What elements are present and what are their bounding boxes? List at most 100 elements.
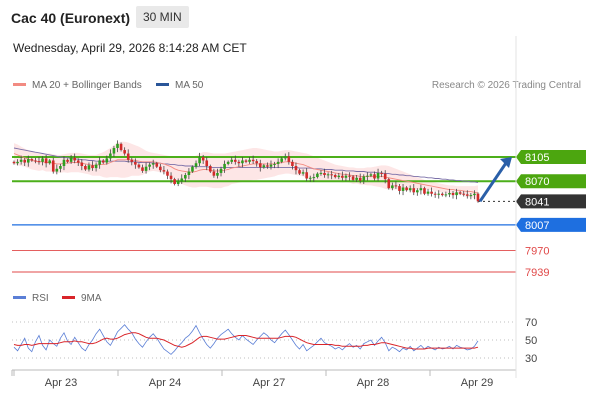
forecast-arrow-head [500, 157, 512, 168]
candle-body [455, 192, 458, 196]
candle-body [34, 160, 37, 162]
x-tick-label: Apr 24 [149, 377, 181, 389]
legend-ma50-label: MA 50 [175, 80, 204, 91]
candle-body [12, 161, 16, 164]
instrument-title: Cac 40 (Euronext) [11, 10, 131, 26]
legend-ma20-swatch [13, 82, 26, 86]
legend-ma20-label: MA 20 + Bollinger Bands [32, 80, 142, 91]
candle-body [109, 153, 112, 159]
candle-body [244, 160, 248, 162]
x-tick-label: Apr 23 [45, 377, 77, 389]
candle-body [276, 161, 280, 164]
forecast-arrow-shaft [478, 162, 508, 203]
candle-body [248, 159, 251, 162]
candle-body [48, 160, 51, 164]
timeframe-button[interactable]: 30 MIN [136, 6, 189, 28]
candle-body [212, 171, 216, 176]
candle-body [462, 193, 466, 195]
candle-body [312, 177, 316, 179]
legend-ma20: MA 20 + Bollinger Bands [13, 80, 142, 91]
rsi-line [13, 324, 479, 355]
ma20-line [13, 153, 479, 194]
legend-rsi: RSI [13, 293, 49, 304]
candle-body [130, 159, 134, 162]
candle-body [280, 158, 283, 162]
candles [12, 140, 480, 203]
candle-body [184, 175, 187, 179]
candle-body [237, 161, 241, 164]
candle-body [205, 160, 209, 167]
candle-body [84, 166, 87, 170]
candle-body [266, 165, 269, 167]
candle-body [116, 143, 119, 148]
candle-body [305, 172, 308, 179]
candle-body [366, 175, 369, 177]
candle-body [433, 193, 437, 195]
candle-body [166, 171, 169, 176]
candle-body [298, 170, 301, 174]
candle-body [226, 161, 230, 164]
candle-body [91, 165, 94, 169]
bollinger-band [14, 141, 478, 201]
candle-body [376, 172, 380, 179]
candle-body [283, 156, 287, 159]
candle-body [216, 172, 219, 176]
ma50-line [13, 147, 479, 184]
candle-body [198, 157, 201, 164]
candle-body [426, 191, 430, 194]
legend-ma50-swatch [156, 82, 169, 86]
legend-rsi-swatch [13, 295, 26, 299]
candle-body [351, 176, 355, 180]
candle-body [141, 167, 144, 171]
candle-body [151, 163, 155, 165]
candle-body [209, 166, 212, 172]
candle-body [59, 166, 62, 169]
candle-body [69, 157, 73, 162]
candle-body [219, 168, 223, 173]
level-label-7939: 7939 [525, 267, 549, 279]
candle-body [76, 160, 80, 163]
candle-body [316, 173, 319, 178]
candle-body [180, 178, 184, 182]
candle-body [30, 159, 34, 161]
candle-body [441, 193, 444, 196]
candle-body [301, 172, 305, 174]
candle-body [362, 176, 366, 181]
candle-body [233, 159, 237, 162]
candle-body [241, 160, 244, 164]
candle-body [55, 168, 59, 172]
level-tag-8041 [516, 194, 586, 209]
candle-body [101, 160, 105, 163]
candle-body [176, 181, 180, 185]
candle-body [66, 159, 69, 162]
candle-body [169, 175, 173, 180]
candle-body [287, 156, 291, 162]
candle-body [41, 158, 44, 162]
candle-body [451, 193, 455, 196]
candle-body [465, 194, 469, 196]
candle-body [294, 166, 298, 171]
level-tag-8105 [516, 150, 586, 164]
candle-body [323, 172, 326, 176]
candle-body [105, 158, 109, 163]
candle-body [123, 150, 126, 154]
chart-header: Cac 40 (Euronext) 30 MIN [0, 0, 590, 36]
legend-rsi-label: RSI [32, 293, 49, 304]
candle-body [273, 163, 276, 165]
candle-body [159, 166, 162, 171]
candle-body [51, 160, 55, 172]
candle-body [144, 166, 148, 171]
level-label-8007: 8007 [525, 220, 549, 232]
candle-body [94, 164, 98, 169]
candle-body [476, 193, 480, 202]
candle-body [194, 163, 198, 167]
candle-body [348, 175, 351, 177]
candle-body [258, 163, 262, 168]
candle-body [137, 164, 141, 168]
candle-body [87, 165, 91, 170]
candle-body [230, 159, 234, 162]
candle-body [333, 175, 337, 178]
candle-body [155, 163, 159, 167]
rsi-ma9-line [13, 332, 479, 350]
